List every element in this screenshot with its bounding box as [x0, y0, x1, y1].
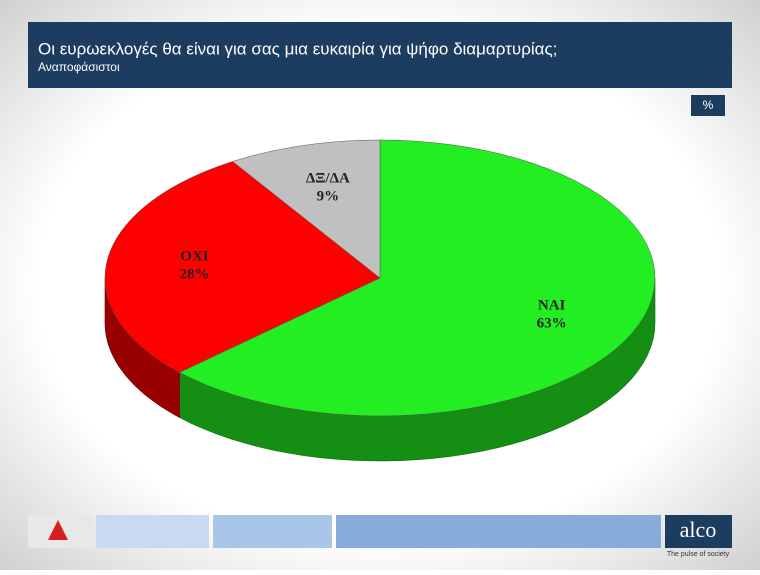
unit-label: % [703, 98, 714, 112]
footer-bar [336, 515, 661, 548]
slice-label: ΔΞ/ΔΑ [306, 170, 350, 186]
pie: ΝΑΙ 63% ΟΧΙ 28% ΔΞ/ΔΑ 9% [104, 139, 656, 462]
slice-label: ΝΑΙ [538, 298, 566, 314]
value-label: 63% [537, 316, 567, 332]
value-label: 9% [317, 188, 340, 204]
slice-label: ΟΧΙ [180, 249, 209, 265]
footer-brand-box [665, 515, 732, 548]
footer-logo-mark [48, 520, 68, 540]
chart-title: Οι ευρωεκλογές θα είναι για σας μια ευκα… [38, 39, 557, 58]
slice [232, 139, 381, 279]
value-label: 28% [179, 267, 209, 283]
unit-badge [691, 95, 725, 116]
chart-subtitle: Αναποφάσιστοι [38, 60, 120, 74]
slice [104, 161, 381, 373]
slice [178, 139, 656, 417]
footer-tagline: The pulse of society [667, 551, 730, 558]
footer-logo: alco [680, 517, 717, 542]
header-box [28, 22, 732, 88]
footer-bar [213, 515, 332, 548]
footer-bar [96, 515, 209, 548]
